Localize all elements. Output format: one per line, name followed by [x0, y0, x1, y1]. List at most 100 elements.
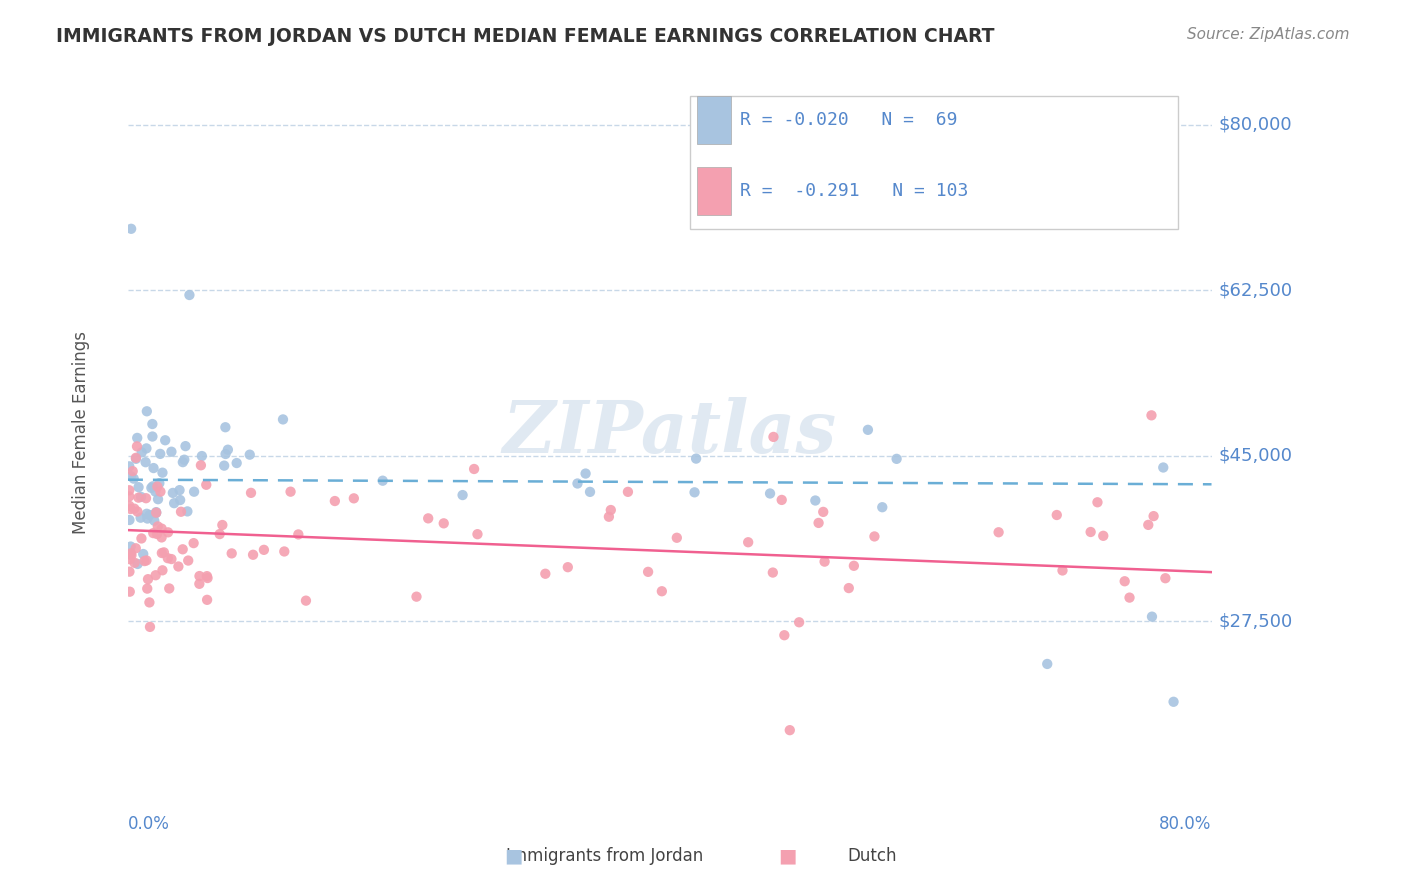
Point	[214, 420, 236, 434]
Text: $62,500: $62,500	[1218, 281, 1292, 300]
Point	[191, 449, 214, 463]
Point	[190, 458, 212, 473]
Point	[118, 459, 141, 474]
Point	[598, 509, 620, 524]
Point	[240, 486, 263, 500]
Point	[170, 505, 193, 519]
Point	[579, 484, 602, 499]
Point	[142, 479, 165, 493]
Point	[129, 490, 152, 504]
Text: R =  -0.291   N = 103: R = -0.291 N = 103	[740, 182, 969, 200]
Point	[125, 451, 148, 466]
Point	[762, 566, 785, 580]
Point	[1137, 517, 1160, 532]
Point	[145, 506, 167, 520]
Point	[842, 558, 865, 573]
Point	[135, 442, 157, 456]
Text: $45,000: $45,000	[1218, 447, 1292, 465]
Point	[197, 571, 219, 585]
Point	[1087, 495, 1109, 509]
Point	[1154, 571, 1177, 585]
Point	[405, 590, 427, 604]
Point	[172, 455, 194, 469]
Point	[1036, 657, 1059, 671]
Point	[183, 536, 205, 550]
Point	[273, 544, 295, 558]
Text: $27,500: $27,500	[1218, 613, 1292, 631]
Point	[1163, 695, 1185, 709]
Point	[534, 566, 557, 581]
FancyBboxPatch shape	[690, 96, 1178, 228]
Point	[242, 548, 264, 562]
Point	[145, 505, 167, 519]
Point	[188, 569, 211, 583]
FancyBboxPatch shape	[697, 96, 731, 144]
Point	[183, 484, 205, 499]
Point	[146, 527, 169, 541]
Point	[176, 504, 198, 518]
Point	[142, 461, 165, 475]
Point	[118, 565, 141, 579]
Point	[770, 492, 793, 507]
Point	[162, 486, 184, 500]
Point	[1114, 574, 1136, 589]
Point	[118, 499, 141, 513]
Text: ■: ■	[778, 847, 797, 865]
Point	[188, 577, 211, 591]
Point	[127, 504, 149, 518]
Point	[150, 546, 173, 560]
Point	[141, 429, 163, 443]
Point	[160, 552, 183, 566]
Point	[163, 496, 186, 510]
Point	[145, 506, 167, 520]
Point	[120, 546, 142, 560]
Point	[557, 560, 579, 574]
Point	[177, 553, 200, 567]
Point	[433, 516, 456, 531]
Point	[132, 547, 155, 561]
Point	[239, 448, 262, 462]
Point	[118, 513, 141, 527]
Point	[225, 456, 247, 470]
Point	[195, 569, 218, 583]
Point	[211, 518, 233, 533]
Point	[118, 552, 141, 566]
Point	[287, 527, 309, 541]
Point	[131, 445, 153, 459]
Point	[169, 493, 191, 508]
Point	[323, 494, 346, 508]
Point	[135, 553, 157, 567]
Point	[139, 620, 162, 634]
Point	[153, 545, 176, 559]
Text: 80.0%: 80.0%	[1159, 815, 1212, 833]
Point	[863, 529, 886, 543]
Point	[124, 501, 146, 516]
Point	[813, 505, 835, 519]
Point	[156, 551, 179, 566]
Point	[120, 540, 142, 554]
Point	[143, 514, 166, 528]
Point	[160, 444, 183, 458]
Point	[665, 531, 688, 545]
Point	[683, 485, 706, 500]
Point	[127, 557, 149, 571]
Point	[759, 486, 782, 500]
Point	[217, 442, 239, 457]
Point	[253, 542, 276, 557]
Point	[129, 510, 152, 524]
Point	[195, 477, 218, 491]
Point	[617, 484, 640, 499]
Point	[149, 484, 172, 499]
Point	[135, 491, 157, 506]
Point	[118, 489, 141, 503]
Point	[125, 541, 148, 556]
Point	[987, 525, 1010, 540]
Point	[127, 431, 149, 445]
Point	[872, 500, 894, 515]
Point	[575, 467, 598, 481]
Point	[157, 525, 180, 540]
Point	[136, 582, 159, 596]
Point	[737, 535, 759, 549]
Point	[295, 593, 318, 607]
Text: Dutch: Dutch	[846, 847, 897, 865]
